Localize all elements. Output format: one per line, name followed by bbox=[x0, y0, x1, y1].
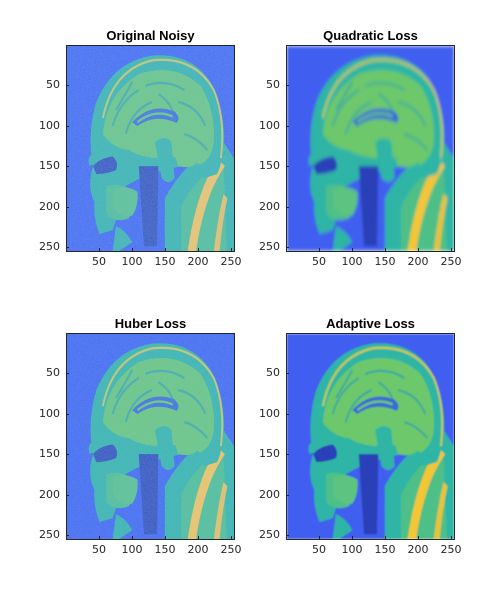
x-tick-mark bbox=[451, 536, 453, 539]
x-tick-mark bbox=[385, 248, 387, 251]
x-tick-label: 250 bbox=[440, 255, 462, 268]
mri-image bbox=[66, 45, 235, 252]
x-tick-label: 200 bbox=[187, 255, 209, 268]
mri-image bbox=[66, 333, 235, 540]
y-tick-mark bbox=[286, 166, 289, 168]
panel-title: Quadratic Loss bbox=[323, 28, 418, 43]
y-tick-mark bbox=[66, 125, 69, 127]
x-tick-mark bbox=[418, 248, 420, 251]
x-tick-label: 150 bbox=[154, 255, 176, 268]
x-tick-mark bbox=[99, 536, 100, 539]
x-tick-label: 250 bbox=[440, 543, 462, 556]
x-tick-mark bbox=[99, 248, 100, 251]
y-tick-mark bbox=[66, 206, 69, 208]
y-tick-label: 50 bbox=[46, 366, 60, 380]
x-tick-mark bbox=[352, 536, 354, 539]
y-tick-label: 200 bbox=[259, 199, 280, 213]
x-tick-label: 100 bbox=[121, 543, 143, 556]
x-tick-label: 250 bbox=[220, 543, 242, 556]
y-tick-mark bbox=[286, 494, 289, 496]
x-tick-label: 50 bbox=[92, 543, 106, 556]
mri-image bbox=[286, 45, 455, 252]
y-tick-label: 50 bbox=[266, 366, 280, 380]
y-tick-label: 150 bbox=[259, 447, 280, 461]
x-tick-mark bbox=[231, 248, 233, 251]
y-tick-label: 200 bbox=[259, 487, 280, 501]
x-tick-mark bbox=[418, 536, 420, 539]
y-tick-mark bbox=[286, 413, 289, 415]
x-tick-label: 100 bbox=[121, 255, 143, 268]
x-tick-mark bbox=[319, 248, 320, 251]
y-tick-mark bbox=[286, 206, 289, 208]
x-tick-label: 150 bbox=[154, 543, 176, 556]
y-tick-mark bbox=[66, 247, 69, 249]
panel-title: Adaptive Loss bbox=[326, 316, 415, 331]
y-tick-mark bbox=[66, 166, 69, 168]
x-tick-mark bbox=[385, 536, 387, 539]
x-tick-label: 150 bbox=[374, 255, 396, 268]
x-tick-mark bbox=[352, 248, 354, 251]
x-tick-mark bbox=[165, 248, 167, 251]
x-tick-label: 100 bbox=[341, 255, 363, 268]
x-tick-mark bbox=[198, 248, 200, 251]
x-tick-label: 250 bbox=[220, 255, 242, 268]
y-tick-label: 100 bbox=[39, 118, 60, 132]
y-tick-label: 100 bbox=[39, 406, 60, 420]
y-tick-label: 250 bbox=[259, 240, 280, 254]
panel-title: Original Noisy bbox=[106, 28, 195, 43]
y-tick-mark bbox=[66, 413, 69, 415]
y-tick-mark bbox=[286, 85, 289, 87]
mri-image bbox=[286, 333, 455, 540]
y-tick-label: 150 bbox=[39, 447, 60, 461]
x-tick-label: 200 bbox=[407, 543, 429, 556]
x-tick-label: 150 bbox=[374, 543, 396, 556]
y-tick-label: 200 bbox=[39, 199, 60, 213]
y-tick-label: 50 bbox=[46, 78, 60, 92]
x-tick-label: 100 bbox=[341, 543, 363, 556]
y-tick-mark bbox=[66, 535, 69, 537]
x-tick-mark bbox=[132, 248, 134, 251]
x-tick-mark bbox=[132, 536, 134, 539]
x-tick-mark bbox=[165, 536, 167, 539]
y-tick-mark bbox=[286, 373, 289, 375]
y-tick-label: 250 bbox=[39, 528, 60, 542]
y-tick-mark bbox=[66, 454, 69, 456]
x-tick-mark bbox=[198, 536, 200, 539]
y-tick-label: 100 bbox=[259, 406, 280, 420]
x-tick-mark bbox=[231, 536, 233, 539]
y-tick-label: 100 bbox=[259, 118, 280, 132]
x-tick-label: 200 bbox=[407, 255, 429, 268]
x-tick-label: 50 bbox=[92, 255, 106, 268]
x-tick-mark bbox=[451, 248, 453, 251]
x-tick-label: 200 bbox=[187, 543, 209, 556]
y-tick-mark bbox=[286, 125, 289, 127]
y-tick-label: 200 bbox=[39, 487, 60, 501]
y-tick-mark bbox=[286, 247, 289, 249]
y-tick-mark bbox=[286, 454, 289, 456]
x-tick-label: 50 bbox=[312, 543, 326, 556]
x-tick-label: 50 bbox=[312, 255, 326, 268]
y-tick-label: 250 bbox=[259, 528, 280, 542]
panel-title: Huber Loss bbox=[114, 316, 187, 331]
y-tick-mark bbox=[66, 85, 69, 87]
y-tick-mark bbox=[286, 535, 289, 537]
y-tick-label: 150 bbox=[39, 159, 60, 173]
y-tick-mark bbox=[66, 373, 69, 375]
y-tick-label: 150 bbox=[259, 159, 280, 173]
y-tick-mark bbox=[66, 494, 69, 496]
y-tick-label: 50 bbox=[266, 78, 280, 92]
y-tick-label: 250 bbox=[39, 240, 60, 254]
x-tick-mark bbox=[319, 536, 320, 539]
